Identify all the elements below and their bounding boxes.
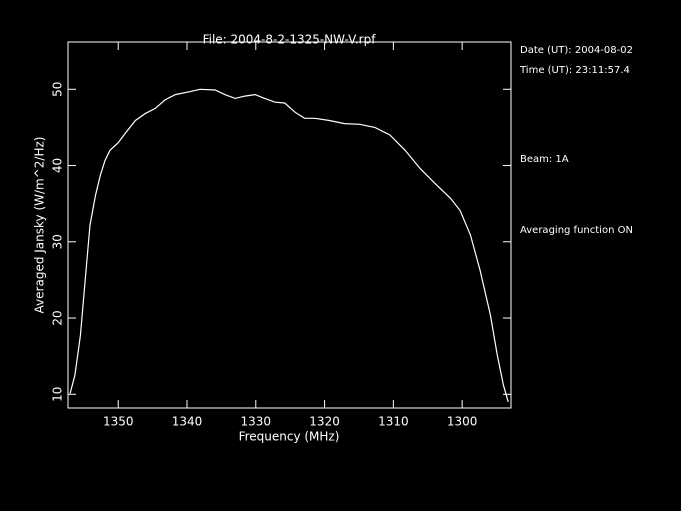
annotation: Beam: 1A [520, 154, 569, 165]
y-tick-label: 10 [51, 387, 65, 402]
plot-frame [67, 41, 512, 409]
y-tick-label: 40 [51, 158, 65, 173]
x-tick-label: 1320 [309, 415, 340, 429]
y-tick-label: 50 [51, 82, 65, 97]
x-tick-label: 1330 [241, 415, 272, 429]
chart-title: File: 2004-8-2-1325-NW-V.rpf [203, 33, 377, 47]
y-tick-label: 20 [51, 310, 65, 325]
data-line [69, 88, 509, 403]
annotation: Time (UT): 23:11:57.4 [519, 65, 630, 76]
annotation: Averaging function ON [520, 225, 633, 236]
y-axis-label: Averaged Jansky (W/m^2/Hz) [33, 137, 47, 314]
x-tick-label: 1310 [378, 415, 409, 429]
x-tick-label: 1350 [103, 415, 134, 429]
x-tick-label: 1300 [447, 415, 478, 429]
annotation: Date (UT): 2004-08-02 [520, 45, 633, 56]
x-axis-label: Frequency (MHz) [239, 430, 340, 444]
y-tick-label: 30 [51, 234, 65, 249]
x-tick-label: 1340 [172, 415, 203, 429]
